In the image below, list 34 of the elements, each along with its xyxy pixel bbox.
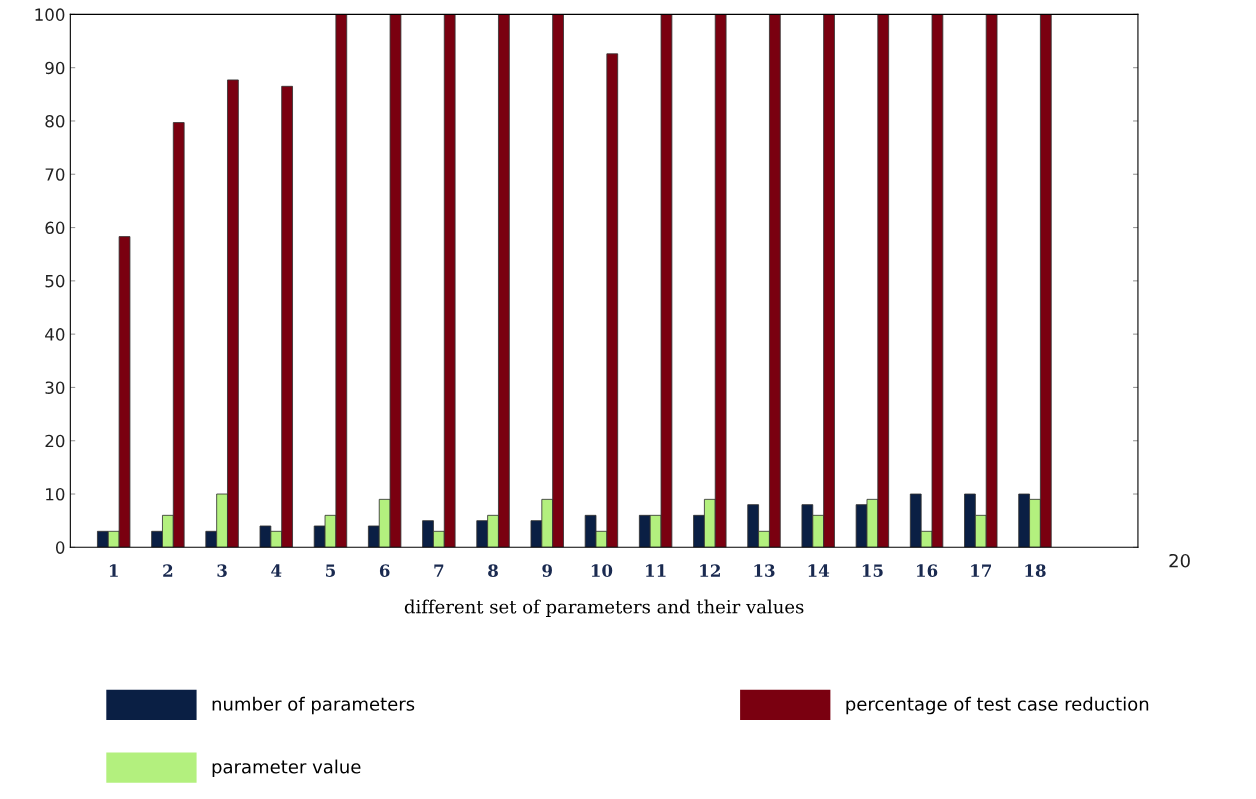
y-tick-label: 80 — [45, 114, 65, 128]
x-tick-label: 8 — [488, 564, 498, 577]
x-tick-label: 5 — [326, 564, 335, 577]
y-tick-label: 20 — [45, 434, 65, 448]
legend-label: number of parameters — [212, 696, 415, 715]
x-tick-label: 14 — [808, 564, 830, 577]
x-tick-label: 4 — [271, 564, 282, 577]
x-tick-label: 2 — [163, 564, 173, 577]
x-tick-label: 11 — [646, 564, 666, 577]
x-tick-label: 18 — [1025, 564, 1046, 577]
y-tick-label: 100 — [35, 8, 65, 21]
x-tick-label: 15 — [862, 564, 883, 577]
x-tick-label: 17 — [971, 564, 991, 577]
x-tick-label: 9 — [542, 564, 552, 577]
x-tick-label: 1 — [109, 564, 118, 577]
legend-label: percentage of test case reduction — [846, 696, 1149, 715]
y-tick-label: 0 — [55, 541, 65, 554]
x-tick-label: 3 — [217, 564, 227, 577]
text: 20 — [1169, 553, 1190, 568]
x-tick-label: 6 — [379, 564, 390, 577]
y-tick-label: 60 — [45, 221, 65, 235]
x-tick-label: 10 — [591, 564, 613, 577]
x-tick-label: 12 — [700, 564, 720, 577]
y-tick-label: 10 — [46, 487, 65, 501]
x-tick-label: 7 — [434, 564, 444, 577]
y-tick-label: 90 — [45, 61, 65, 75]
y-tick-label: 50 — [45, 274, 65, 288]
legend-label: parameter value — [212, 759, 361, 778]
y-tick-label: 40 — [45, 328, 65, 341]
y-tick-label: 70 — [45, 168, 65, 181]
y-tick-label: 30 — [45, 381, 65, 394]
x-tick-label: 13 — [754, 564, 775, 577]
x-tick-label: 16 — [917, 564, 938, 577]
x-axis-title: different set of parameters and their values — [404, 599, 804, 618]
